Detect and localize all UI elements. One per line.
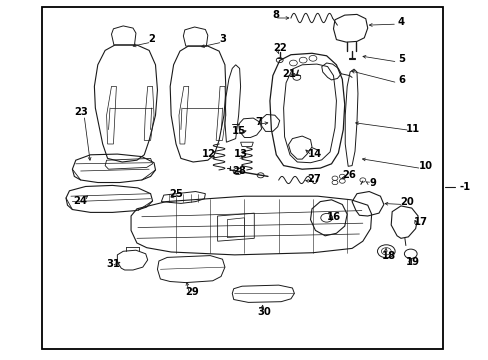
- Text: 4: 4: [397, 17, 404, 27]
- Text: 18: 18: [381, 251, 395, 261]
- Text: 7: 7: [255, 117, 262, 127]
- Text: 16: 16: [326, 212, 340, 222]
- Text: 12: 12: [202, 149, 216, 159]
- Text: 30: 30: [257, 307, 270, 318]
- Text: 15: 15: [231, 126, 245, 136]
- Text: 6: 6: [398, 75, 405, 85]
- Text: 31: 31: [106, 258, 120, 269]
- Text: 2: 2: [148, 34, 155, 44]
- Text: 17: 17: [413, 217, 427, 228]
- Text: -1: -1: [459, 182, 470, 192]
- Text: 29: 29: [184, 287, 198, 297]
- Text: 19: 19: [406, 257, 419, 267]
- Text: 13: 13: [233, 149, 247, 159]
- Text: 25: 25: [169, 189, 183, 199]
- Text: 28: 28: [232, 166, 246, 176]
- Text: 10: 10: [418, 161, 431, 171]
- Text: 9: 9: [368, 178, 375, 188]
- Text: 21: 21: [282, 69, 296, 79]
- Text: 26: 26: [342, 170, 356, 180]
- Text: 24: 24: [74, 196, 87, 206]
- Text: 5: 5: [398, 54, 405, 64]
- Text: 8: 8: [272, 10, 279, 20]
- Text: 20: 20: [399, 197, 413, 207]
- Text: 27: 27: [306, 174, 320, 184]
- Text: 3: 3: [219, 34, 225, 44]
- Text: 14: 14: [307, 149, 322, 159]
- Text: 11: 11: [405, 124, 420, 134]
- Text: 22: 22: [272, 42, 286, 53]
- Bar: [41, 7, 442, 349]
- Text: 23: 23: [74, 107, 87, 117]
